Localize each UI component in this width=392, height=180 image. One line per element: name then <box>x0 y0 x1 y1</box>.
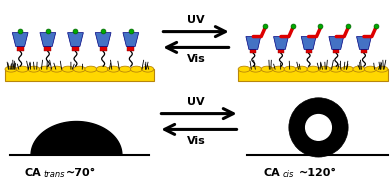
Ellipse shape <box>62 66 74 72</box>
Polygon shape <box>12 33 28 46</box>
Circle shape <box>289 98 348 157</box>
Bar <box>278 49 284 53</box>
Bar <box>361 49 367 53</box>
Bar <box>5 69 154 81</box>
Polygon shape <box>246 37 261 49</box>
Text: UV: UV <box>187 15 205 25</box>
Text: Vis: Vis <box>187 54 205 64</box>
Polygon shape <box>356 37 371 49</box>
Ellipse shape <box>96 66 108 72</box>
Bar <box>100 46 107 51</box>
Polygon shape <box>314 154 323 155</box>
Text: CA: CA <box>263 168 280 178</box>
Ellipse shape <box>28 66 40 72</box>
Polygon shape <box>301 37 316 49</box>
Ellipse shape <box>261 66 273 72</box>
Ellipse shape <box>119 66 131 72</box>
Polygon shape <box>274 37 289 49</box>
Bar <box>17 46 24 51</box>
Bar <box>72 46 79 51</box>
Text: CA: CA <box>24 168 41 178</box>
Polygon shape <box>329 37 344 49</box>
Ellipse shape <box>330 66 342 72</box>
Bar <box>238 69 388 81</box>
Ellipse shape <box>73 66 85 72</box>
Ellipse shape <box>250 66 262 72</box>
Text: trans: trans <box>44 170 65 179</box>
Text: ~70°: ~70° <box>65 168 96 178</box>
Ellipse shape <box>376 66 388 72</box>
Ellipse shape <box>307 66 319 72</box>
Bar <box>306 49 312 53</box>
Ellipse shape <box>131 66 142 72</box>
Polygon shape <box>40 33 56 46</box>
Ellipse shape <box>272 66 285 72</box>
Bar <box>127 46 134 51</box>
Text: UV: UV <box>187 97 205 107</box>
Polygon shape <box>67 33 83 46</box>
Ellipse shape <box>5 66 17 72</box>
Text: Vis: Vis <box>187 136 205 146</box>
Ellipse shape <box>238 66 250 72</box>
Text: cis: cis <box>283 170 294 179</box>
Bar <box>250 49 256 53</box>
Polygon shape <box>123 33 139 46</box>
Ellipse shape <box>108 66 120 72</box>
Ellipse shape <box>39 66 51 72</box>
Ellipse shape <box>284 66 296 72</box>
Bar <box>333 49 339 53</box>
Ellipse shape <box>319 66 330 72</box>
Ellipse shape <box>341 66 354 72</box>
Ellipse shape <box>16 66 29 72</box>
Bar <box>44 46 51 51</box>
Ellipse shape <box>51 66 63 72</box>
Polygon shape <box>95 33 111 46</box>
Text: ~120°: ~120° <box>299 168 337 178</box>
Polygon shape <box>31 122 122 155</box>
Ellipse shape <box>142 66 154 72</box>
Ellipse shape <box>353 66 365 72</box>
Ellipse shape <box>85 66 97 72</box>
Circle shape <box>306 115 331 140</box>
Ellipse shape <box>365 66 376 72</box>
Ellipse shape <box>296 66 308 72</box>
